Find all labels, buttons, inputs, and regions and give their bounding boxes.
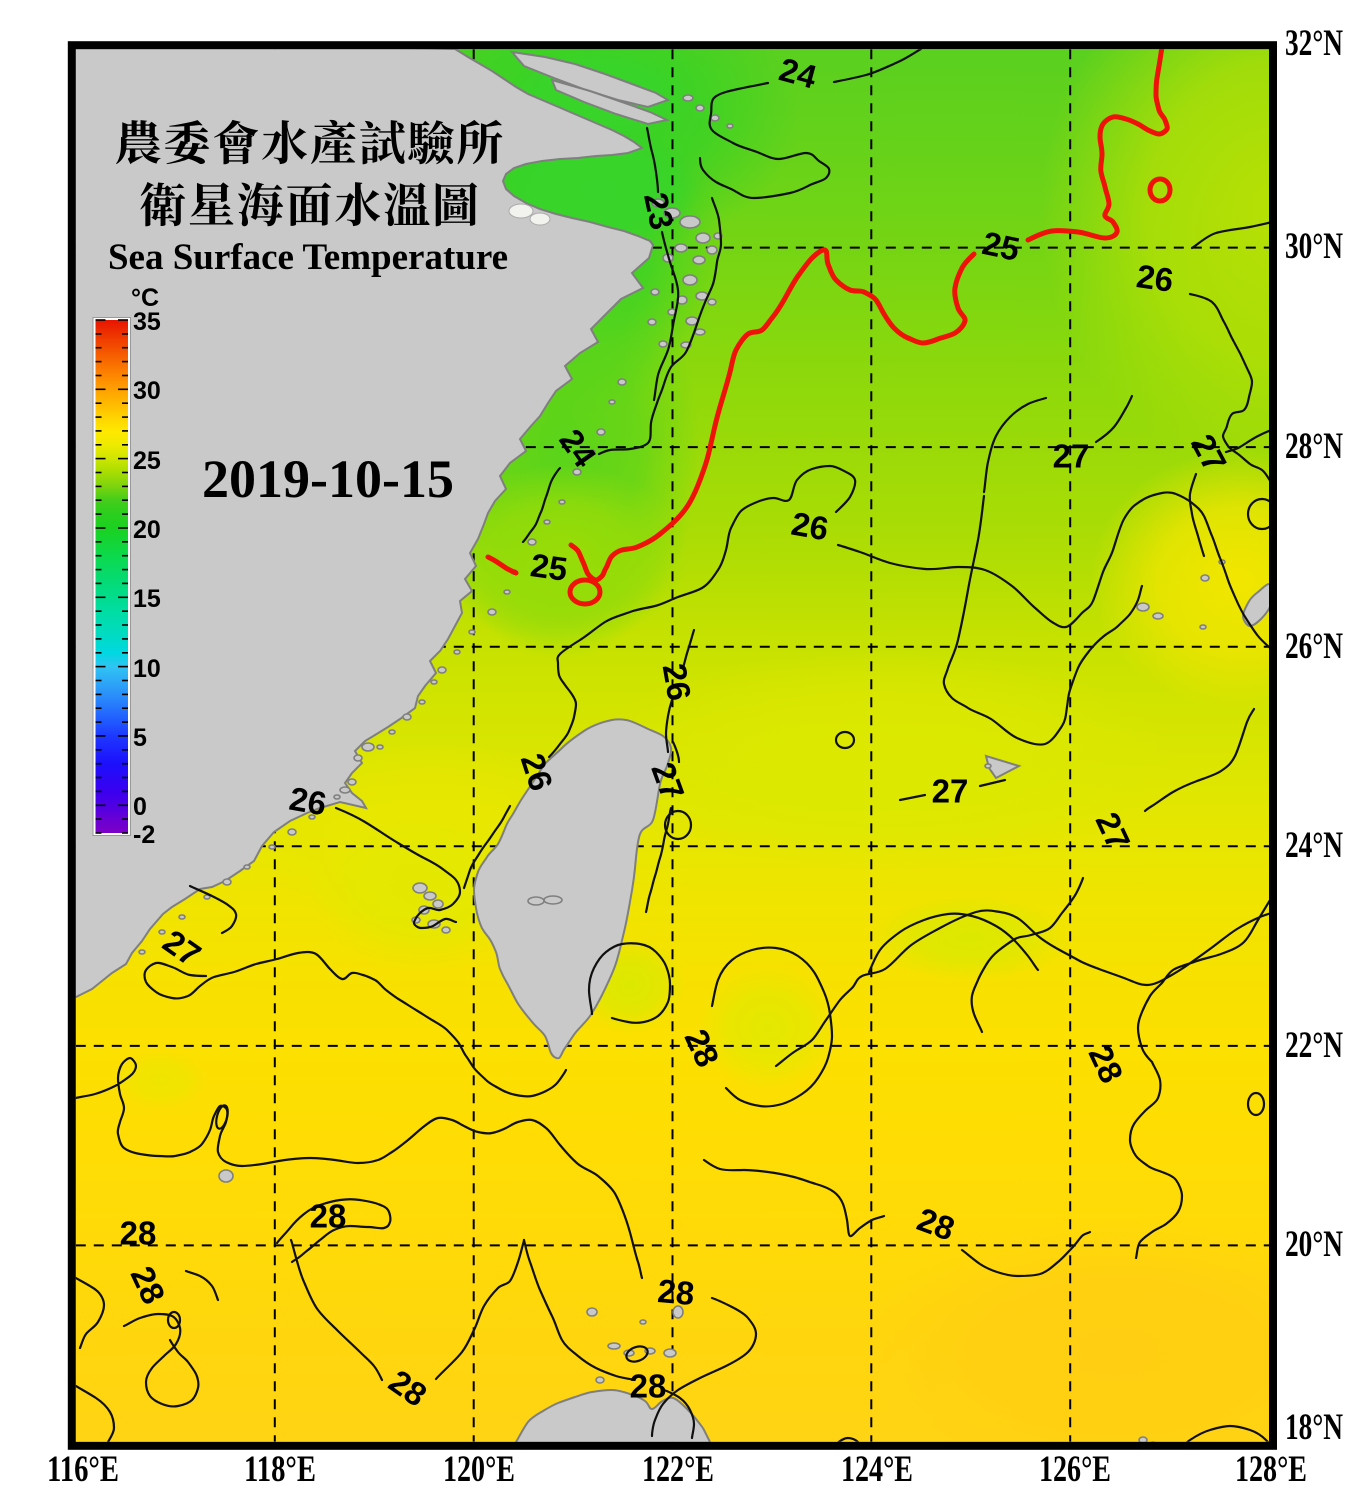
svg-text:35: 35 (133, 308, 161, 336)
svg-text:27: 27 (932, 773, 969, 810)
svg-text:28: 28 (656, 1272, 696, 1312)
svg-text:0: 0 (133, 793, 147, 821)
svg-text:26: 26 (656, 661, 699, 704)
svg-text:15: 15 (133, 585, 161, 613)
svg-text:20°N: 20°N (1285, 1224, 1343, 1265)
svg-text:27: 27 (1053, 438, 1090, 475)
svg-text:Sea Surface Temperature: Sea Surface Temperature (108, 237, 508, 278)
svg-text:24°N: 24°N (1285, 825, 1343, 866)
svg-text:30°N: 30°N (1285, 226, 1343, 267)
svg-text:20: 20 (133, 516, 161, 544)
svg-text:26°N: 26°N (1285, 626, 1343, 667)
svg-text:28°N: 28°N (1285, 426, 1343, 467)
svg-text:30: 30 (133, 377, 161, 405)
svg-text:5: 5 (133, 724, 147, 752)
svg-text:23: 23 (637, 189, 681, 233)
svg-text:28: 28 (630, 1368, 667, 1405)
svg-text:26: 26 (1134, 257, 1176, 299)
svg-text:26: 26 (789, 505, 832, 548)
svg-text:18°N: 18°N (1285, 1407, 1343, 1448)
svg-text:126°E: 126°E (1039, 1449, 1111, 1490)
svg-text:°C: °C (131, 284, 159, 312)
svg-text:25: 25 (979, 224, 1023, 268)
svg-text:120°E: 120°E (443, 1449, 515, 1490)
svg-text:22°N: 22°N (1285, 1025, 1343, 1066)
svg-text:128°E: 128°E (1235, 1449, 1307, 1490)
svg-text:122°E: 122°E (642, 1449, 714, 1490)
svg-text:25: 25 (528, 546, 570, 588)
svg-text:-2: -2 (133, 821, 155, 849)
svg-text:118°E: 118°E (244, 1449, 316, 1490)
svg-text:116°E: 116°E (47, 1449, 119, 1490)
svg-text:26: 26 (287, 780, 330, 823)
svg-text:28: 28 (310, 1198, 347, 1235)
svg-text:124°E: 124°E (841, 1449, 913, 1490)
svg-text:10: 10 (133, 655, 161, 683)
svg-text:2019-10-15: 2019-10-15 (202, 449, 454, 509)
svg-text:32°N: 32°N (1285, 23, 1343, 64)
svg-text:25: 25 (133, 447, 161, 475)
svg-text:28: 28 (120, 1215, 157, 1252)
